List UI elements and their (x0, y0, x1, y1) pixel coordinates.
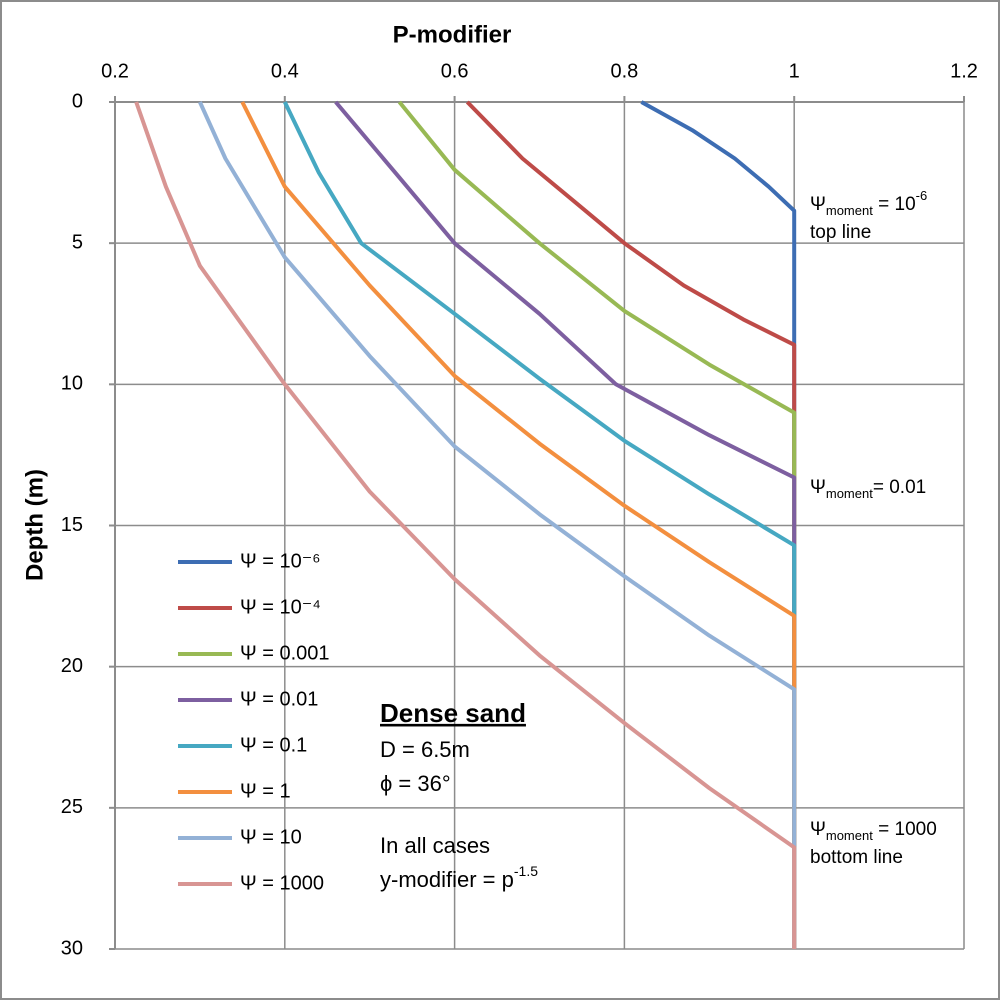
y-tick-label: 0 (72, 90, 83, 112)
formula-sup: -1.5 (514, 863, 538, 879)
legend-label: Ψ = 0.01 (240, 688, 318, 710)
annotation-line: top line (810, 222, 871, 243)
legend-label: Ψ = 10⁻⁶ (240, 550, 321, 572)
x-tick-label: 0.8 (610, 60, 638, 82)
annotation-part: = 1000 (873, 819, 937, 840)
y-tick-label: 5 (72, 231, 83, 253)
y-tick-label: 15 (61, 514, 83, 536)
y-tick-label: 25 (61, 796, 83, 818)
annotation-part: moment (826, 828, 873, 843)
x-axis-title: P-modifier (393, 21, 512, 48)
legend-label: Ψ = 1 (240, 780, 291, 802)
series-line (640, 100, 797, 949)
annotation-part: Ψ (810, 819, 826, 840)
legend-label: Ψ = 0.001 (240, 642, 330, 664)
x-tick-label: 1.2 (950, 60, 978, 82)
formula-text: y-modifier = p (380, 867, 514, 892)
annotation-part: Ψ (810, 194, 826, 215)
legend-label: Ψ = 10⁻⁴ (240, 596, 321, 618)
series-line (198, 101, 797, 949)
legend: Ψ = 10⁻⁶ Ψ = 10⁻⁴ Ψ = 0.001 Ψ = 0.01 Ψ = 0.1… (178, 550, 330, 894)
series-line (134, 101, 797, 949)
annotation: Ψmoment = 1000 (810, 819, 937, 843)
x-tick-label: 0.4 (271, 60, 299, 82)
annotation-part: moment (826, 486, 873, 501)
annotation: Ψmoment = 10-6 (810, 188, 927, 218)
series-line (240, 101, 797, 949)
textbox-line: ϕ = 36° (380, 771, 451, 796)
y-axis-title: Depth (m) (21, 469, 48, 581)
x-tick-label: 1 (789, 60, 800, 82)
y-tick-label: 20 (61, 655, 83, 677)
textbox-line: D = 6.5m (380, 737, 470, 762)
annotation-part: moment (826, 203, 873, 218)
y-tick-label: 30 (61, 937, 83, 959)
x-tick-label: 0.2 (101, 60, 129, 82)
series-line (465, 100, 797, 949)
annotation-part: Ψ (810, 477, 826, 498)
annotation-part: -6 (916, 188, 928, 203)
legend-label: Ψ = 0.1 (240, 734, 307, 756)
textbox-heading: Dense sand (380, 698, 526, 728)
series-line (397, 100, 797, 949)
annotation-part: = 10 (873, 194, 916, 215)
textbox-formula: y-modifier = p-1.5 (380, 863, 538, 892)
textbox-line: In all cases (380, 833, 490, 858)
y-tick-label: 10 (61, 373, 83, 395)
series-line (282, 101, 797, 949)
annotation-line: bottom line (810, 847, 903, 868)
legend-label: Ψ = 1000 (240, 872, 324, 894)
legend-label: Ψ = 10 (240, 826, 302, 848)
x-tick-label: 0.6 (441, 60, 469, 82)
annotation: Ψmoment= 0.01 (810, 477, 926, 501)
annotation-part: = 0.01 (873, 477, 926, 498)
series-line (334, 100, 797, 949)
